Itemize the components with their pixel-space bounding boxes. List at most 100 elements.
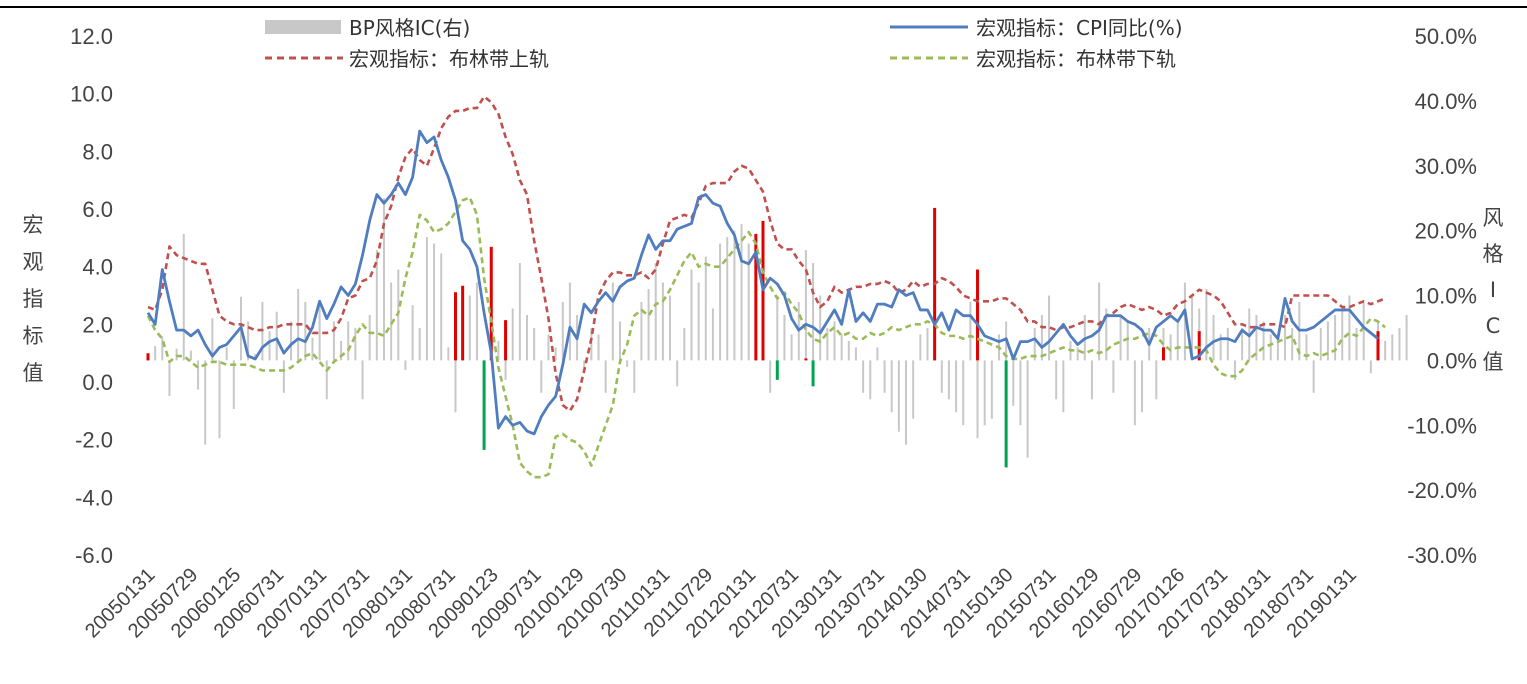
- ic-bar: [990, 360, 993, 419]
- ic-bar: [175, 348, 178, 361]
- right-axis-title-char: 格: [1483, 242, 1504, 266]
- ic-bar: [683, 327, 686, 361]
- ic-bar: [583, 360, 586, 374]
- ic-bar: [719, 243, 722, 361]
- ic-bar: [1369, 360, 1372, 374]
- right-tick-label: 50.0%: [1415, 24, 1477, 49]
- legend-label-ic: BP风格IC(右): [349, 16, 470, 40]
- ic-bar: [440, 253, 443, 361]
- right-axis-title-char: C: [1486, 314, 1501, 338]
- ic-bar: [533, 327, 536, 361]
- ic-bar: [890, 360, 893, 413]
- ic-bar: [833, 321, 836, 361]
- ic-bar: [690, 269, 693, 361]
- ic-bar: [475, 282, 478, 361]
- ic-bar: [368, 314, 371, 361]
- signal-bar-up: [976, 269, 980, 361]
- ic-bar: [168, 360, 171, 397]
- ic-bar: [733, 230, 736, 361]
- left-tick-label: 2.0: [82, 312, 113, 337]
- ic-bar: [1162, 327, 1165, 361]
- ic-bar: [518, 263, 521, 361]
- ic-bar: [704, 256, 707, 361]
- ic-bar: [1048, 295, 1051, 361]
- ic-bar: [1169, 334, 1172, 361]
- ic-bar: [1040, 314, 1043, 361]
- ic-bar: [454, 360, 457, 413]
- ic-bar: [568, 282, 571, 361]
- ic-bar: [411, 305, 414, 361]
- ic-bar: [604, 360, 607, 393]
- ic-bar: [940, 360, 943, 393]
- ic-bar: [247, 321, 250, 361]
- ic-bar: [1326, 321, 1329, 361]
- ic-bar: [197, 360, 200, 390]
- ic-bar: [661, 282, 664, 361]
- ic-bar: [204, 360, 207, 445]
- ic-bar: [361, 360, 364, 400]
- ic-bar: [611, 282, 614, 361]
- ic-bar: [1262, 321, 1265, 361]
- ic-bar: [776, 295, 779, 361]
- ic-bar: [468, 295, 471, 361]
- ic-bar: [654, 263, 657, 361]
- ic-bar: [1405, 314, 1408, 361]
- legend-label-lower: 宏观指标：布林带下轨: [976, 47, 1176, 71]
- ic-bar: [161, 336, 164, 361]
- ic-bar: [232, 360, 235, 410]
- ic-bar: [504, 360, 507, 380]
- signal-bar-up: [754, 233, 758, 361]
- left-tick-label: -6.0: [75, 543, 113, 568]
- left-tick-label: -2.0: [75, 428, 113, 453]
- ic-bar: [854, 347, 857, 361]
- ic-bar: [726, 237, 729, 361]
- ic-bar: [433, 243, 436, 361]
- signal-bar-down: [775, 360, 779, 380]
- ic-bar: [447, 347, 450, 361]
- ic-bar: [1191, 295, 1194, 361]
- left-axis-title-char: 宏: [23, 213, 44, 237]
- signal-bar-up: [1376, 331, 1380, 361]
- ic-bar: [497, 340, 500, 361]
- ic-bar: [1291, 327, 1294, 361]
- ic-bar: [912, 360, 915, 419]
- signal-bar-up: [146, 353, 150, 361]
- ic-bar: [1126, 321, 1129, 361]
- left-tick-label: 6.0: [82, 197, 113, 222]
- ic-bar: [404, 360, 407, 371]
- left-tick-label: -4.0: [75, 485, 113, 510]
- ic-bar: [1183, 282, 1186, 361]
- ic-bar: [840, 334, 843, 361]
- ic-bar: [425, 237, 428, 361]
- ic-bar: [626, 360, 629, 367]
- ic-bar: [897, 360, 900, 432]
- ic-bar: [1033, 327, 1036, 361]
- signal-bar-up: [504, 320, 508, 361]
- ic-bar: [1105, 308, 1108, 361]
- right-tick-label: -10.0%: [1407, 413, 1477, 438]
- ic-bar: [218, 360, 221, 439]
- legend: BP风格IC(右) 宏观指标：CPI同比(%) 宏观指标：布林带上轨 宏观指标：…: [265, 16, 1183, 71]
- ic-bar: [1348, 295, 1351, 361]
- left-tick-label: 10.0: [70, 82, 113, 107]
- ic-bar: [1019, 360, 1022, 426]
- ic-bar: [976, 360, 979, 439]
- ic-bar: [390, 282, 393, 361]
- ic-bar: [418, 327, 421, 361]
- lower-band-line: [146, 196, 1386, 479]
- ic-bar: [812, 263, 815, 361]
- ic-bar: [511, 308, 514, 361]
- right-axis-title-char: I: [1490, 278, 1496, 302]
- ic-bar: [633, 360, 636, 393]
- ic-bar: [540, 360, 543, 393]
- ic-bar: [1269, 334, 1272, 361]
- ic-bar: [747, 243, 750, 361]
- ic-bar: [1012, 360, 1015, 406]
- ic-bar: [211, 318, 214, 361]
- ic-bar: [804, 250, 807, 361]
- ic-bar: [1119, 314, 1122, 361]
- ic-bar: [1391, 334, 1394, 361]
- ic-bar: [189, 350, 192, 361]
